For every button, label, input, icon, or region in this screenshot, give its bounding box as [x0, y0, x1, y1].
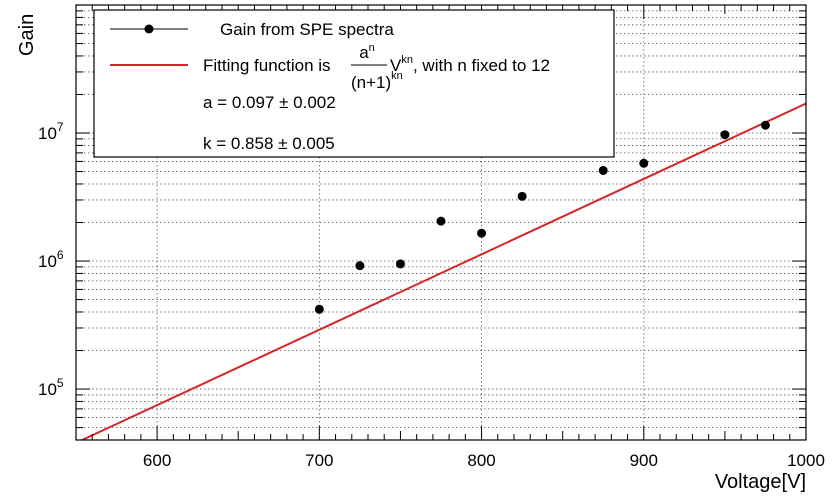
x-tick-label: 600	[143, 451, 171, 470]
fit-numerator: an	[359, 42, 375, 62]
fit-line-layer	[79, 102, 806, 440]
fit-line	[79, 102, 806, 440]
legend-marker-point	[144, 24, 154, 34]
fit-variable: Vkn, with n fixed to 12	[390, 54, 550, 75]
data-point	[436, 216, 446, 226]
data-point	[477, 228, 487, 238]
x-axis-title: Voltage[V]	[715, 471, 806, 493]
data-point	[395, 259, 405, 269]
y-tick-label: 105	[38, 376, 64, 399]
y-tick-label: 106	[38, 248, 64, 271]
data-point	[355, 261, 365, 271]
fit-denominator: (n+1)kn	[351, 70, 403, 92]
data-point	[639, 158, 649, 168]
tick-labels: 600 700 800 900 1000 105 106 107	[38, 120, 825, 470]
data-point	[760, 120, 770, 130]
axes	[75, 4, 807, 441]
fit-prefix: Fitting function is	[203, 56, 331, 75]
legend-param-k: k = 0.858 ± 0.005	[203, 134, 335, 153]
data-point	[720, 130, 730, 140]
x-tick-label: 700	[305, 451, 333, 470]
legend-param-a: a = 0.097 ± 0.002	[203, 93, 336, 112]
data-point	[314, 304, 324, 314]
data-point	[517, 191, 527, 201]
y-tick-label: 107	[38, 120, 64, 143]
data-points-layer	[314, 120, 770, 314]
data-point	[598, 165, 608, 175]
legend-label-gain: Gain from SPE spectra	[220, 20, 394, 39]
x-tick-label: 1000	[787, 451, 825, 470]
x-tick-label: 900	[630, 451, 658, 470]
legend-box	[93, 9, 615, 158]
y-axis-title: Gain	[16, 14, 38, 56]
legend: Gain from SPE spectra Fitting function i…	[93, 9, 615, 158]
x-tick-label: 800	[467, 451, 495, 470]
legend-label-fit: Fitting function is	[203, 56, 331, 75]
plot-frame	[75, 4, 807, 441]
